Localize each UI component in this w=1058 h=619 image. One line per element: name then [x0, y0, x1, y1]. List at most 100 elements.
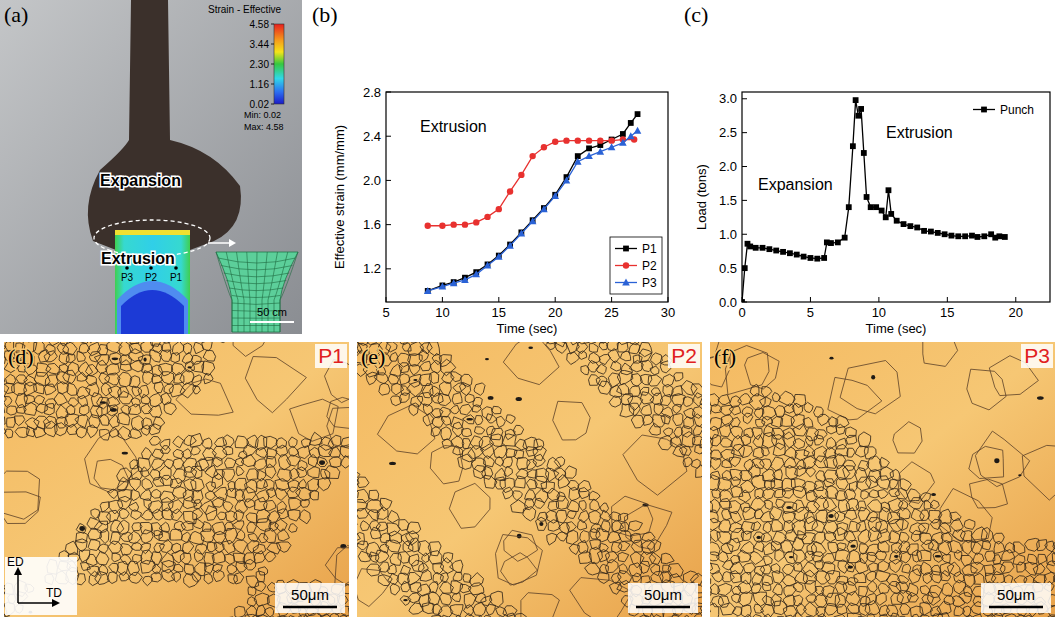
grain-boundary	[835, 512, 845, 522]
grain-boundary	[398, 552, 410, 564]
inclusion	[413, 379, 417, 381]
grain-boundary	[154, 382, 163, 393]
grain-boundary	[662, 553, 675, 563]
marker	[461, 276, 469, 283]
y-tick-label: 1.0	[719, 227, 737, 242]
grain-boundary	[590, 529, 600, 540]
grain-boundary	[223, 435, 234, 447]
grain-boundary	[257, 605, 266, 617]
grain-boundary	[492, 406, 501, 414]
marker	[608, 137, 614, 143]
grain-boundary	[515, 476, 526, 488]
grain-boundary	[338, 615, 348, 617]
grain-boundary	[794, 582, 804, 592]
marker	[628, 120, 634, 126]
grain-boundary	[577, 520, 586, 531]
grain-boundary	[275, 519, 287, 531]
grain-boundary	[710, 593, 711, 608]
grain-boundary	[567, 352, 580, 365]
grain-boundary	[546, 342, 557, 350]
marker	[518, 229, 526, 236]
legend: P1P2P3	[610, 237, 662, 294]
grain-boundary	[473, 602, 486, 615]
grain-boundary	[993, 555, 1001, 564]
scale-bar-label: 50 cm	[257, 306, 287, 318]
mesh-line	[216, 252, 232, 332]
grain-boundary	[517, 458, 531, 470]
grain-boundary	[929, 585, 942, 597]
marker	[914, 225, 920, 231]
grain-boundary	[494, 445, 507, 458]
grain-boundary	[557, 532, 568, 541]
grain-boundary	[855, 468, 868, 483]
grain-boundary	[1013, 555, 1025, 565]
grain-boundary	[474, 427, 484, 434]
grain-boundary	[1046, 561, 1055, 574]
grain-boundary	[182, 449, 192, 459]
grain-boundary	[142, 418, 153, 430]
grain-boundary	[765, 500, 773, 509]
grain-boundary	[65, 414, 79, 427]
grain-boundary	[815, 430, 828, 439]
grain-boundary	[991, 571, 1004, 584]
grain-boundary	[814, 496, 829, 511]
grain-boundary	[889, 559, 902, 573]
grain-boundary	[712, 571, 724, 583]
grain-boundary	[253, 544, 266, 554]
legend-label: P3	[642, 276, 657, 290]
grain-boundary	[68, 398, 79, 407]
grain-boundary	[486, 414, 497, 423]
grain-boundary	[357, 530, 360, 541]
grain-boundary	[379, 562, 390, 572]
grain-boundary	[160, 439, 170, 450]
grain-boundary	[691, 384, 702, 398]
grain-boundary	[325, 548, 349, 585]
grain-boundary	[217, 512, 226, 520]
axis-label: ED	[7, 555, 24, 569]
grain-boundary	[696, 465, 702, 478]
mesh-line	[256, 252, 257, 332]
grain-boundary	[695, 444, 702, 454]
grain-boundary	[923, 342, 958, 366]
grain-boundary	[783, 428, 795, 440]
y-tick	[386, 268, 391, 269]
grain-boundary	[153, 477, 164, 486]
inclusion	[539, 522, 543, 526]
grain-boundary	[745, 353, 780, 390]
grain-boundary	[420, 361, 431, 371]
grain-boundary	[277, 509, 289, 519]
grain-boundary	[783, 564, 795, 575]
grain-boundary	[66, 405, 75, 415]
grain-boundary	[420, 570, 432, 582]
y-tick	[742, 200, 747, 201]
x-tick-label: 30	[661, 305, 675, 320]
grain-boundary	[974, 573, 984, 584]
colorbar-tick-label: 2.30	[250, 59, 270, 70]
grain-boundary	[861, 491, 869, 500]
colorbar-tick	[271, 104, 274, 105]
grain-boundary	[567, 500, 579, 511]
grain-boundary	[661, 407, 673, 418]
grain-boundary	[858, 507, 870, 521]
grain-boundary	[502, 434, 516, 446]
grain-boundary	[782, 488, 793, 498]
scale-bar	[636, 606, 690, 609]
grain-boundary	[902, 564, 911, 573]
grain-boundary	[100, 414, 110, 425]
grain-boundary	[112, 553, 121, 562]
grain-boundary	[501, 553, 538, 585]
grain-boundary	[856, 617, 870, 618]
marker	[901, 221, 907, 227]
grain-boundary	[870, 490, 880, 498]
grain-boundary	[1052, 550, 1055, 565]
grain-boundary	[868, 563, 877, 572]
grain-boundary	[868, 527, 881, 542]
grain-boundary	[674, 373, 683, 381]
grain-boundary	[128, 502, 138, 511]
grain-boundary	[422, 384, 433, 398]
grain-boundary	[460, 585, 471, 593]
grain-boundary	[184, 574, 199, 588]
inclusion	[850, 545, 855, 548]
grain-boundary	[630, 386, 640, 397]
marker	[529, 217, 537, 224]
